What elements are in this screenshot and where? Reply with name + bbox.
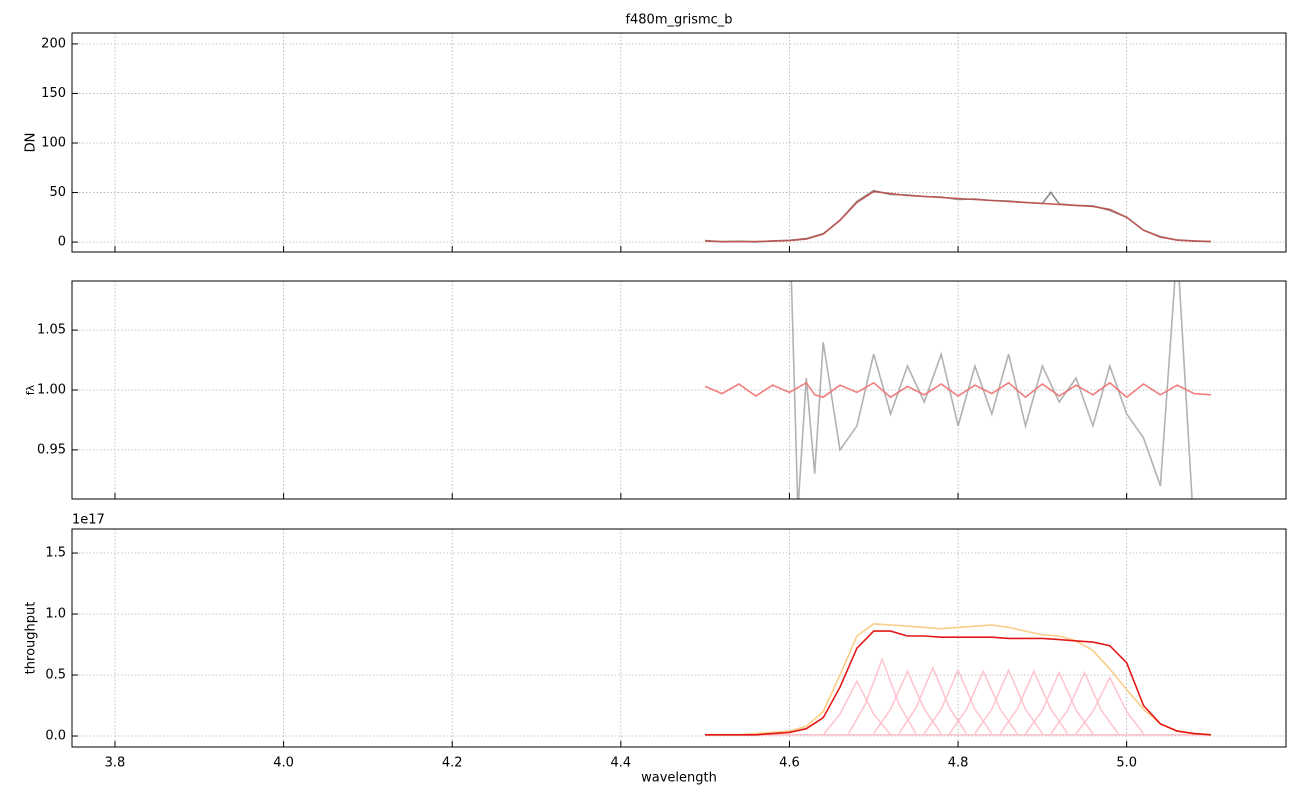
series-line (705, 630, 1212, 736)
x-tick-label: 4.2 (442, 756, 463, 771)
series-line (847, 656, 917, 734)
y-tick-label: 0.5 (45, 668, 66, 683)
plot-area (704, 281, 1212, 499)
series-line (704, 381, 1212, 399)
axes-frame (71, 528, 1287, 748)
x-tick-label: 4.8 (948, 756, 969, 771)
series-line (1075, 675, 1145, 735)
y-tick-label: 1.00 (37, 383, 66, 398)
y-axis-label: fλ (24, 384, 37, 395)
series-line (873, 669, 942, 735)
series-line (948, 669, 1018, 735)
plot-area (705, 189, 1212, 243)
y-tick-label: 1.0 (45, 607, 66, 622)
x-tick-label: 3.8 (105, 756, 126, 771)
offset-label: 1e17 (72, 513, 105, 528)
series-line (705, 622, 1212, 736)
axes-frame (71, 32, 1287, 253)
x-tick-label: 5.0 (1116, 756, 1137, 771)
axes-frame (71, 280, 1287, 500)
series-line (1050, 670, 1119, 735)
y-tick-label: 0 (58, 235, 66, 250)
series-line (898, 665, 968, 735)
plot-area (705, 622, 1212, 736)
series-line (705, 190, 1212, 243)
series-line (1024, 670, 1094, 735)
series-line (999, 669, 1069, 735)
y-tick-label: 1.05 (37, 323, 66, 338)
y-tick-label: 50 (49, 185, 66, 200)
y-tick-label: 150 (41, 86, 66, 101)
series-line (923, 668, 993, 735)
y-tick-label: 0.0 (45, 729, 66, 744)
chart-title: f480m_grismc_b (625, 13, 732, 28)
x-tick-label: 4.4 (610, 756, 631, 771)
x-axis-label: wavelength (641, 771, 717, 786)
y-axis-label: DN (24, 133, 39, 153)
x-tick-label: 4.6 (779, 756, 800, 771)
y-tick-label: 1.5 (45, 546, 66, 561)
series-line (974, 668, 1044, 735)
y-axis-label: throughput (24, 602, 39, 675)
y-tick-label: 100 (41, 135, 66, 150)
series-line (822, 679, 892, 736)
x-tick-label: 4.0 (273, 756, 294, 771)
y-tick-label: 200 (41, 36, 66, 51)
series-line (790, 281, 1193, 499)
y-tick-label: 0.95 (37, 442, 66, 457)
